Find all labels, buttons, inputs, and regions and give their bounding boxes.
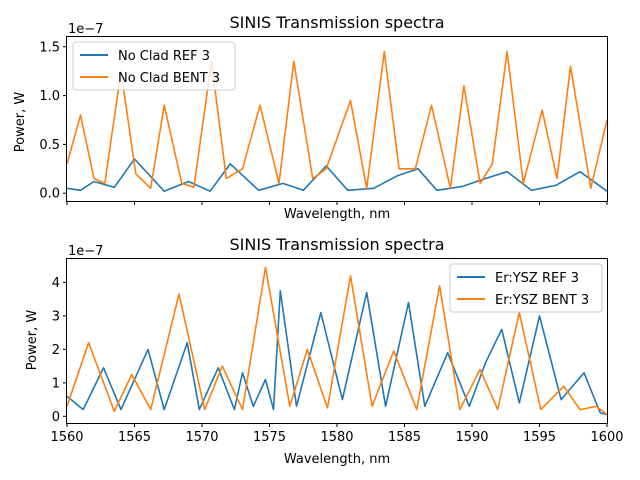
bottom-x-tick-label: 1600 <box>590 430 623 445</box>
top-legend-label-bent: No Clad BENT 3 <box>118 71 220 86</box>
bottom-y-axis-label: Power, W <box>25 310 40 371</box>
bottom-legend-label-ref: Er:YSZ REF 3 <box>495 271 579 286</box>
bottom-y-tick-label: 0 <box>52 410 60 425</box>
bottom-legend: Er:YSZ REF 3 Er:YSZ BENT 3 <box>449 263 603 313</box>
top-y-tick-label: 0.5 <box>39 138 60 153</box>
bottom-y-scale-label: 1e−7 <box>68 244 103 259</box>
top-legend-label-ref: No Clad REF 3 <box>118 49 210 64</box>
bottom-series-line-0 <box>66 289 608 416</box>
top-legend: No Clad REF 3 No Clad BENT 3 <box>72 41 236 91</box>
bottom-x-ticks: 1560 1565 1570 1575 1580 1585 1590 1595 1600 <box>50 423 624 445</box>
bottom-x-tick-label: 1575 <box>253 430 286 445</box>
bottom-chart-title: SINIS Transmission spectra <box>229 235 444 254</box>
top-y-tick-label: 0.0 <box>39 187 60 202</box>
bottom-legend-label-bent: Er:YSZ BENT 3 <box>495 293 589 308</box>
top-chart-title: SINIS Transmission spectra <box>229 13 444 32</box>
bottom-series-line-1 <box>66 266 608 416</box>
bottom-y-tick-label: 1 <box>52 376 60 391</box>
bottom-x-tick-label: 1595 <box>523 430 556 445</box>
top-y-tick-label: 1.0 <box>39 89 60 104</box>
top-series-line-0 <box>66 158 608 192</box>
bottom-legend-box <box>449 263 603 313</box>
bottom-axes-frame <box>66 258 608 424</box>
top-y-axis-label: Power, W <box>13 92 28 153</box>
bottom-x-tick-label: 1580 <box>320 430 353 445</box>
bottom-subplot: SINIS Transmission spectra 1e−7 Power, W… <box>25 235 624 467</box>
bottom-x-tick-label: 1570 <box>185 430 218 445</box>
bottom-y-tick-label: 2 <box>52 343 60 358</box>
bottom-x-axis-label: Wavelength, nm <box>284 452 390 467</box>
top-legend-box <box>72 41 236 91</box>
top-x-axis-label: Wavelength, nm <box>284 207 390 222</box>
top-y-tick-label: 1.5 <box>39 40 60 55</box>
bottom-y-tick-label: 4 <box>52 276 60 291</box>
top-series-line-1 <box>66 50 608 190</box>
bottom-series-group <box>66 266 608 416</box>
top-axes-frame <box>66 36 608 202</box>
bottom-x-tick-label: 1590 <box>455 430 488 445</box>
bottom-x-tick-label: 1565 <box>118 430 151 445</box>
top-subplot: SINIS Transmission spectra 1e−7 Power, W… <box>13 13 608 222</box>
bottom-x-tick-label: 1585 <box>388 430 421 445</box>
bottom-y-tick-label: 3 <box>52 309 60 324</box>
top-y-scale-label: 1e−7 <box>68 22 103 37</box>
top-series-group <box>66 50 608 192</box>
bottom-x-tick-label: 1560 <box>50 430 83 445</box>
